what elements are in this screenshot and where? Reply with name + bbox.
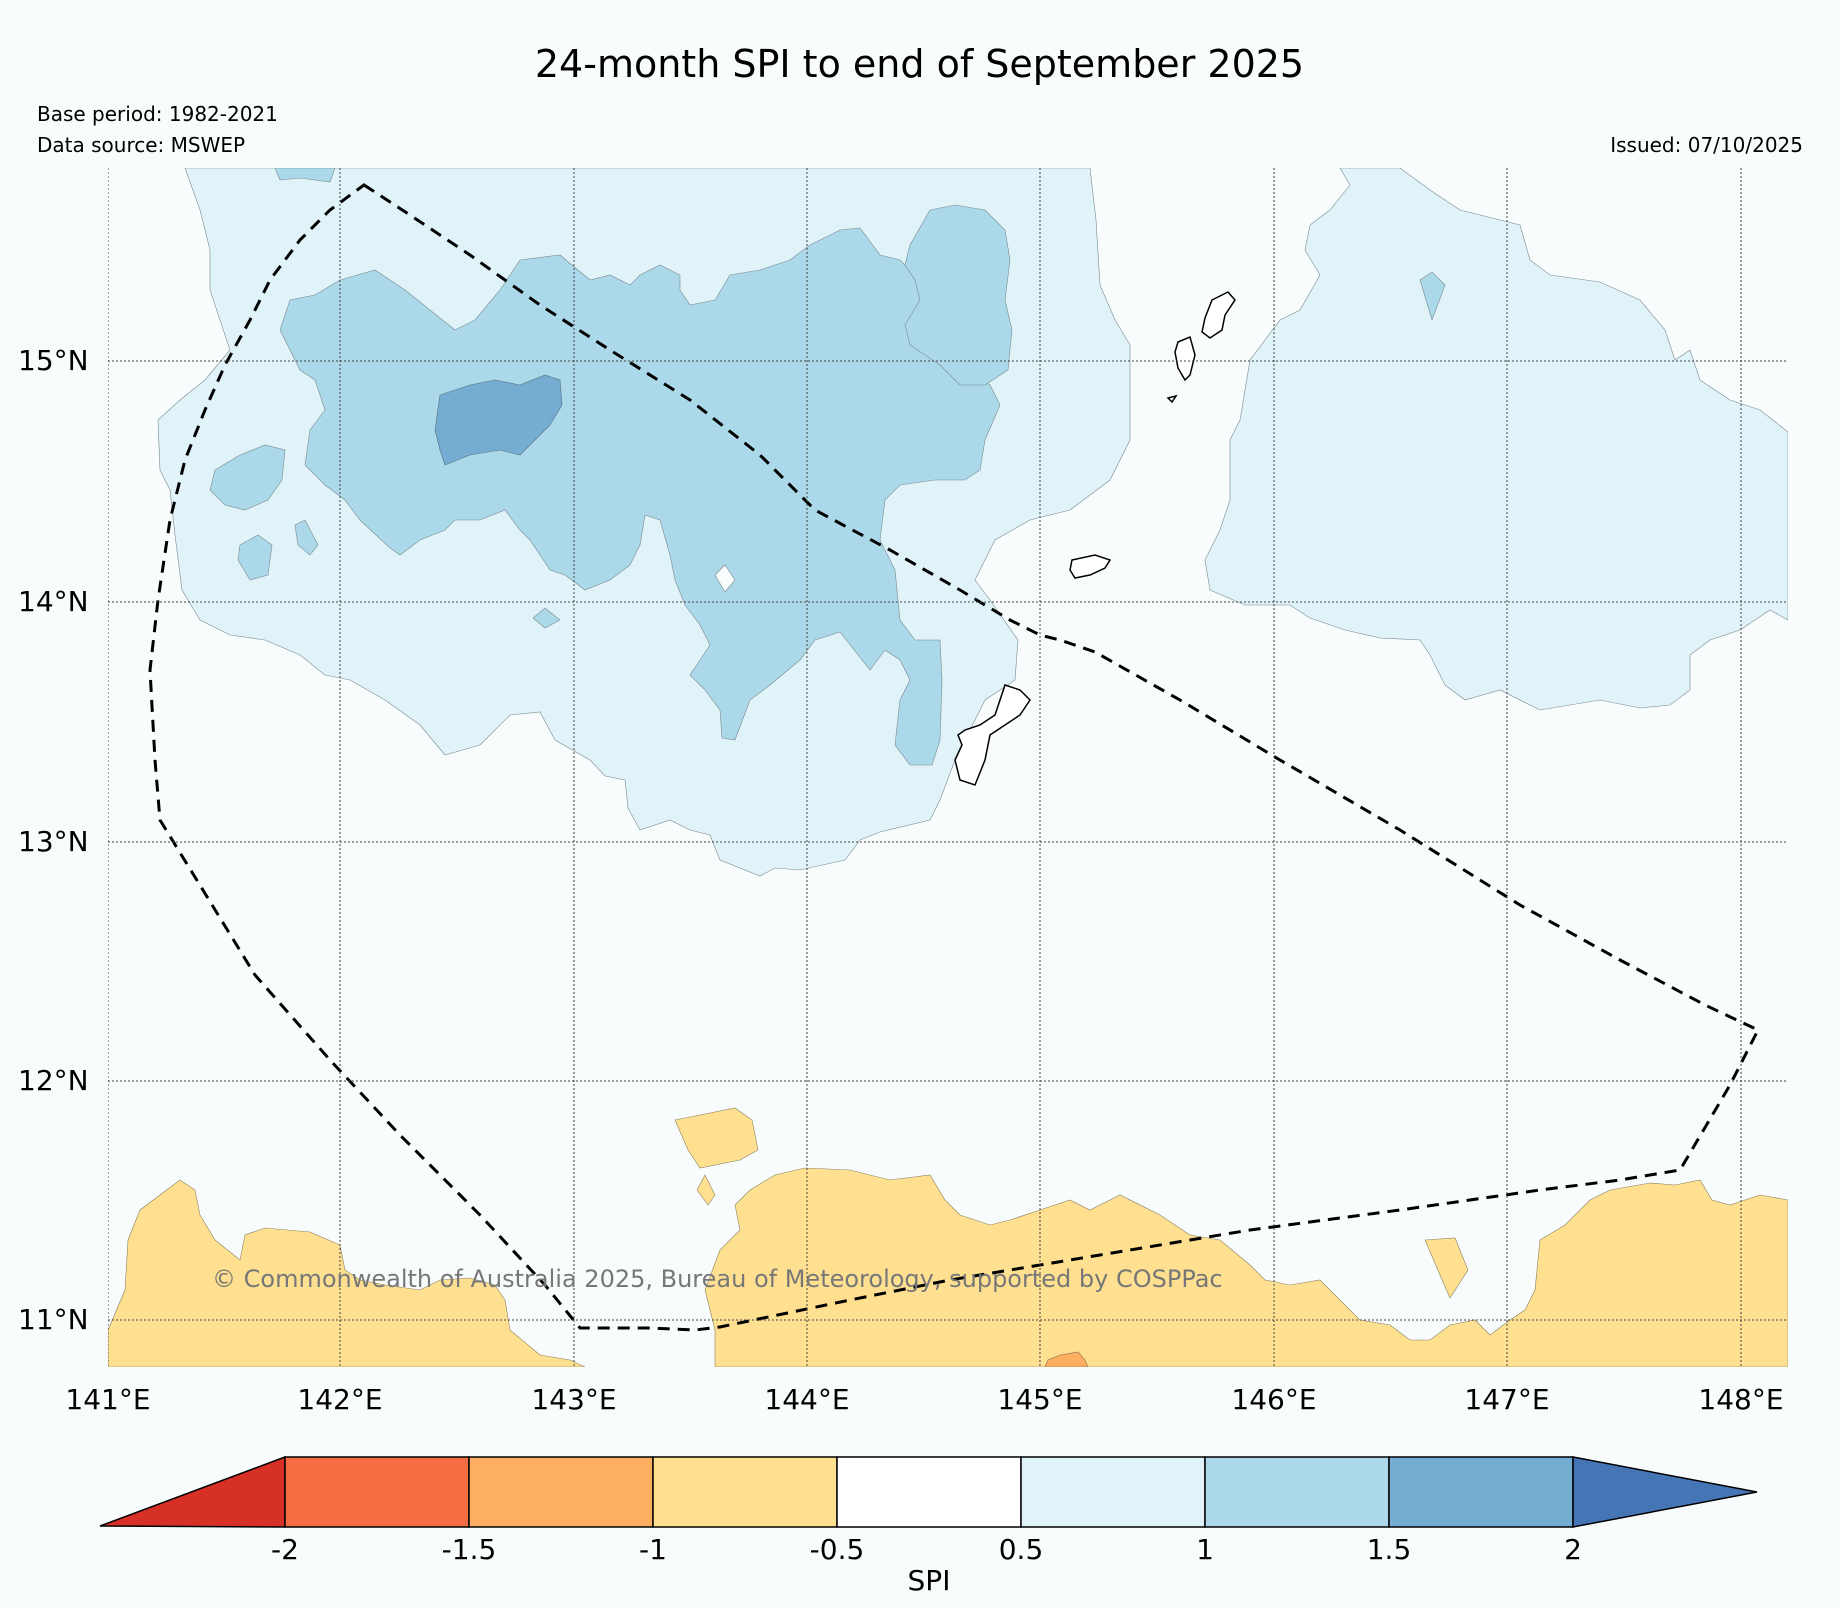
spi-region-blue-small-4 [532, 607, 561, 629]
map-area [108, 168, 1788, 1367]
colorbar-segment [468, 1456, 654, 1528]
colorbar-tick-label: 1 [1196, 1533, 1214, 1566]
issued-date-label: Issued: 07/10/2025 [1610, 133, 1803, 157]
lon-tick-147e: 147°E [1464, 1383, 1550, 1416]
spi-region-blue-small-1 [209, 444, 286, 511]
guam-coastline [954, 684, 1031, 786]
lon-tick-145e: 145°E [997, 1383, 1083, 1416]
data-source-label: Data source: MSWEP [37, 133, 246, 157]
colorbar-segment [652, 1456, 838, 1528]
spi-region-dark-blue-core [434, 374, 563, 466]
spi-region-orange [1044, 1351, 1089, 1367]
tinian-coastline [1174, 335, 1196, 382]
saipan-coastline [1201, 291, 1236, 339]
graticule [108, 168, 1788, 1367]
colorbar-tick-label: 1.5 [1366, 1533, 1412, 1566]
spi-region-light-blue-east [1204, 168, 1788, 711]
spi-region-blue-small-5 [1419, 271, 1446, 321]
colorbar-segment [284, 1456, 470, 1528]
lon-tick-142e: 142°E [297, 1383, 383, 1416]
map-title: 24-month SPI to end of September 2025 [534, 42, 1305, 86]
lat-tick-15n: 15°N [18, 344, 89, 377]
spi-region-blue-small-6 [274, 168, 336, 183]
base-period-label: Base period: 1982-2021 [37, 102, 278, 126]
spi-region-blue-small-2 [237, 534, 273, 581]
colorbar-low-arrow [99, 1455, 286, 1528]
colorbar-high-arrow [1572, 1456, 1758, 1528]
colorbar-tick-label: -2 [271, 1533, 299, 1566]
colorbar-tick-label: -1.5 [441, 1533, 497, 1566]
lat-tick-11n: 11°N [18, 1303, 89, 1336]
spi-region-yellow-island-2 [696, 1174, 716, 1206]
lat-tick-14n: 14°N [18, 585, 89, 618]
colorbar-segment [1204, 1456, 1390, 1528]
lon-tick-144e: 144°E [764, 1383, 850, 1416]
spi-region-yellow-island-3 [1424, 1237, 1469, 1299]
copyright-text: © Commonwealth of Australia 2025, Bureau… [212, 1265, 1223, 1293]
colorbar [99, 1455, 1758, 1528]
colorbar-segment [1020, 1456, 1206, 1528]
colorbar-tick-label: 2 [1564, 1533, 1582, 1566]
spi-region-yellow-southeast [704, 1167, 1788, 1367]
lon-tick-148e: 148°E [1698, 1383, 1784, 1416]
spi-region-blue-northeast [904, 204, 1013, 386]
lon-tick-141e: 141°E [65, 1383, 151, 1416]
colorbar-tick-label: -1 [639, 1533, 667, 1566]
rota-coastline [1069, 554, 1112, 579]
lat-tick-13n: 13°N [18, 825, 89, 858]
spi-region-blue-central [279, 227, 1001, 766]
colorbar-title: SPI [907, 1564, 951, 1597]
aguijan-coastline [1166, 394, 1178, 404]
colorbar-segment [836, 1456, 1022, 1528]
spi-region-yellow-island-1 [674, 1107, 759, 1169]
spi-region-blue-small-3 [294, 519, 319, 556]
lon-tick-146e: 146°E [1231, 1383, 1317, 1416]
lat-tick-12n: 12°N [18, 1064, 89, 1097]
colorbar-tick-label: 0.5 [998, 1533, 1044, 1566]
eez-boundary [148, 183, 1761, 1332]
colorbar-segment [1388, 1456, 1574, 1528]
spi-hole-1 [714, 564, 736, 593]
colorbar-tick-label: -0.5 [809, 1533, 865, 1566]
lon-tick-143e: 143°E [531, 1383, 617, 1416]
